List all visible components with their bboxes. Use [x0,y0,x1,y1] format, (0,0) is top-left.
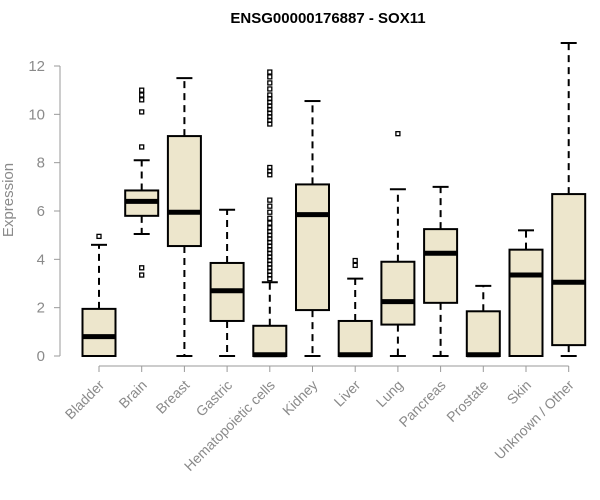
box-iqr [295,183,330,312]
y-tick-label: 4 [37,251,45,268]
chart-title: ENSG00000176887 - SOX11 [230,10,425,27]
box-iqr [252,324,288,357]
outlier-point [267,197,273,203]
y-tick-label: 6 [37,203,45,220]
y-axis: 0 2 4 6 8 10 12 [28,58,61,365]
outlier-point [267,86,273,92]
outlier-point [267,225,273,231]
outlier-point [139,97,145,103]
outlier-point [267,92,273,98]
box-breast [166,77,202,357]
outlier-point [395,131,401,137]
box-pancreas [423,185,459,357]
x-tick-label: Bladder [62,377,108,423]
box-iqr [423,228,459,304]
x-tick-label: Liver [331,377,364,410]
y-tick-label: 12 [28,58,45,75]
outlier-point [267,209,273,215]
outlier-point [139,92,145,98]
y-tick-label: 10 [28,106,45,123]
outlier-point [267,80,273,86]
outlier-point [139,265,145,271]
box-skin [508,229,544,358]
x-tick-label: Skin [504,377,535,408]
outlier-point [267,203,273,209]
outlier-point [267,215,273,221]
box-iqr [380,260,416,326]
outlier-point [267,164,273,171]
outlier-point [352,262,358,269]
box-iqr [465,310,501,357]
box-bladder [81,233,117,357]
outlier-point [352,257,358,264]
y-axis-label: Expression [0,163,17,237]
outlier-point [139,144,145,150]
box-iqr [551,193,587,347]
x-tick-label: Pancreas [396,377,449,430]
outlier-point [139,272,145,278]
outlier-point [139,87,145,93]
x-tick-label: Unknown / Other [491,377,577,463]
y-tick-label: 2 [37,300,45,317]
box-iqr [337,319,373,358]
box-iqr [166,135,202,248]
outlier-point [267,74,273,80]
box-brain [124,87,160,278]
outlier-point [139,109,145,115]
box-hematopoietic-cells [252,69,288,358]
x-tick-label: Breast [153,377,193,417]
box-gastric [209,208,245,357]
box-iqr [508,248,544,358]
y-tick-label: 0 [37,348,45,365]
box-prostate [465,284,501,358]
outlier-point [96,233,102,240]
box-liver [337,257,373,358]
x-tick-label: Brain [115,377,149,411]
x-tick-label: Gastric [193,377,236,420]
y-tick-label: 8 [37,155,45,172]
outlier-point [267,69,273,75]
box-iqr [81,307,117,357]
x-tick-label: Lung [373,377,406,410]
box-kidney [295,100,330,357]
outlier-point [267,220,273,226]
box-unknown-other [551,42,587,357]
x-tick-label: Prostate [443,377,491,425]
box-lung [380,131,416,357]
boxes-group [81,42,587,358]
x-tick-label: Kidney [279,377,321,419]
